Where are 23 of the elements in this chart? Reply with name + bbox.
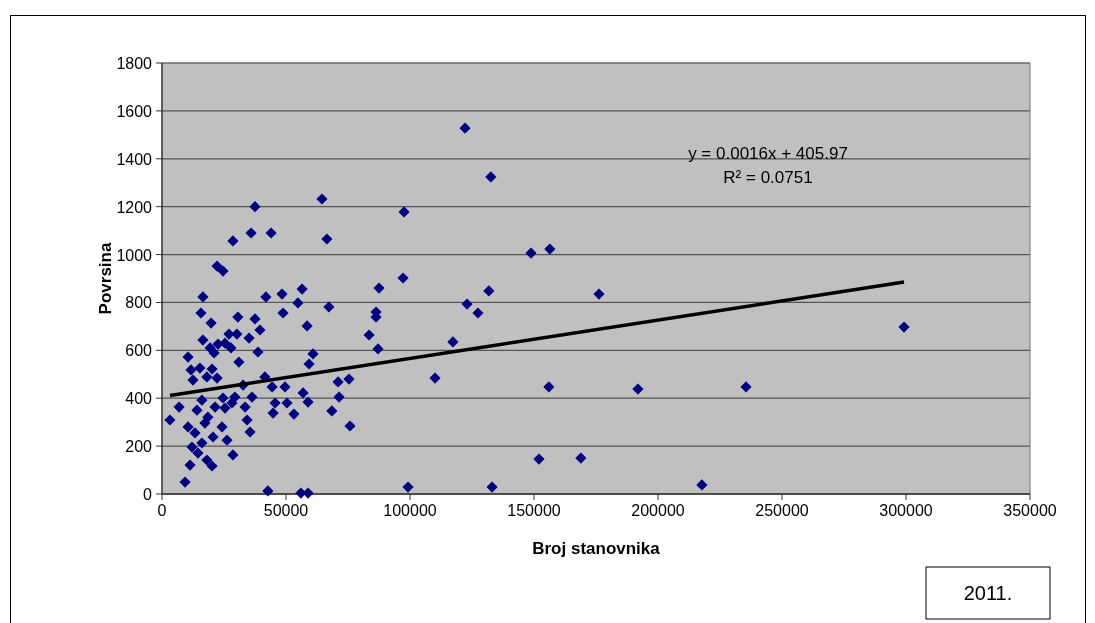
y-tick-label: 1200 xyxy=(116,198,153,216)
y-tick-label: 200 xyxy=(125,438,153,456)
y-tick-label: 800 xyxy=(125,294,153,312)
y-axis-title: Povrsina xyxy=(96,242,115,315)
annotation: y = 0.0016x + 405.97 xyxy=(688,144,848,163)
x-tick-label: 150000 xyxy=(507,502,561,519)
annotation: R² = 0.0751 xyxy=(723,168,813,187)
text: 2011. xyxy=(963,582,1013,604)
x-tick-label: 250000 xyxy=(755,502,809,519)
x-tick-label: 50000 xyxy=(263,502,309,519)
y-tick-label: 1600 xyxy=(116,102,153,120)
y-tick-label: 1000 xyxy=(116,246,153,264)
x-tick-label: 100000 xyxy=(383,502,437,519)
x-tick-label: 300000 xyxy=(879,502,933,519)
y-tick-label: 1400 xyxy=(116,150,153,168)
x-tick-label: 200000 xyxy=(631,502,685,519)
x-tick-label: 350000 xyxy=(1003,502,1057,519)
y-tick-label: 0 xyxy=(143,486,153,503)
x-tick-label: 0 xyxy=(157,502,167,519)
y-tick-label: 1800 xyxy=(116,55,153,72)
y-tick-label: 400 xyxy=(125,390,153,408)
x-axis-title: Broj stanovnika xyxy=(532,539,661,558)
y-tick-label: 600 xyxy=(125,342,153,360)
